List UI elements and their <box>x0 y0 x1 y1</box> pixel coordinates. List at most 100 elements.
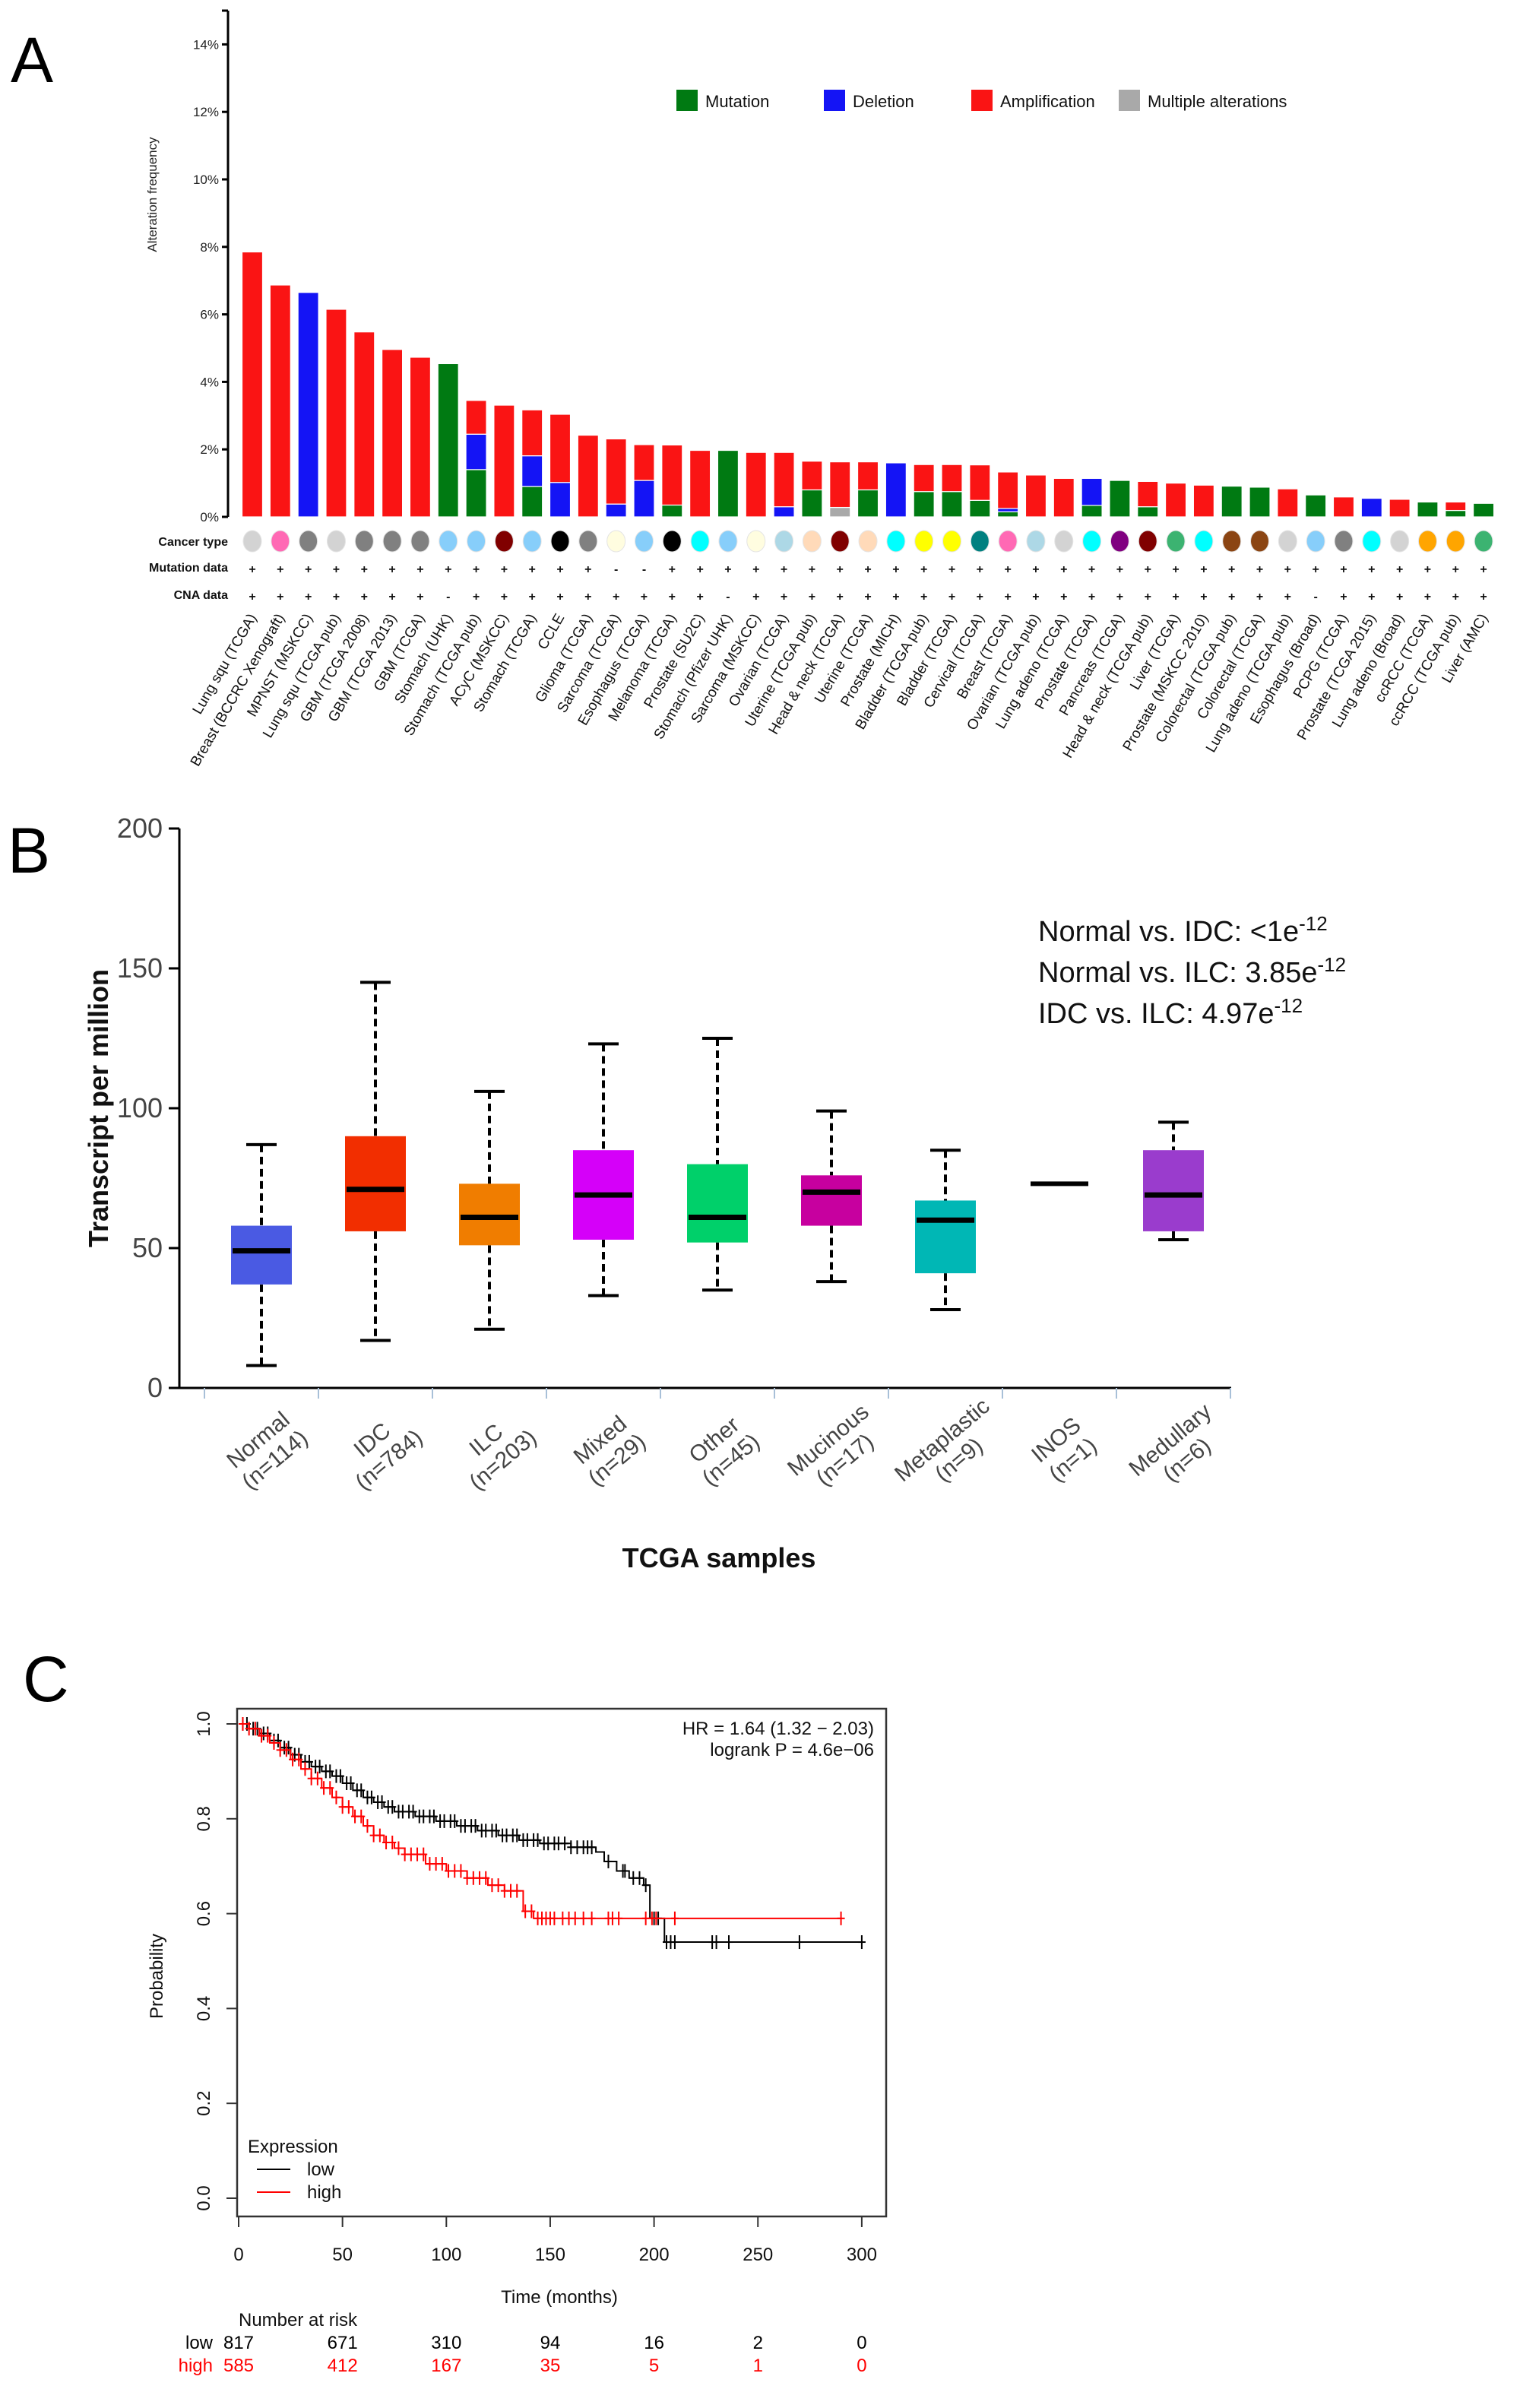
cancer-type-dot <box>634 530 654 553</box>
bar-segment-mutation <box>437 363 459 518</box>
cancer-type-dot <box>522 530 542 553</box>
cna-data-mark: - <box>726 591 730 604</box>
mutation-data-mark: + <box>1060 563 1067 576</box>
mutation-data-mark: + <box>1480 563 1487 576</box>
cna-data-mark: + <box>584 591 591 604</box>
risk-count: 412 <box>328 2356 358 2376</box>
cancer-type-dot <box>299 530 318 553</box>
bar-segment-mutation <box>1305 494 1327 518</box>
survival-curve-chart: Probability Time (months) HR = 1.64 (1.3… <box>147 1707 888 2376</box>
risk-count: 94 <box>540 2333 561 2353</box>
bar-segment-deletion <box>885 462 907 518</box>
x-axis-label: TCGA samples <box>622 1542 816 1573</box>
cna-data-mark: + <box>1145 591 1151 604</box>
cna-data-mark: + <box>416 591 423 604</box>
y-axis-label: Transcript per million <box>83 969 114 1247</box>
x-tick-label: 0 <box>233 2245 243 2265</box>
bar-segment-deletion <box>633 480 655 518</box>
cancer-type-dot <box>354 530 374 553</box>
y-tick-label: 6% <box>200 308 219 322</box>
cancer-type-dot <box>718 530 738 553</box>
mutation-data-mark: + <box>1396 563 1403 576</box>
cancer-type-dot <box>606 530 626 553</box>
x-tick-label: 250 <box>743 2245 773 2265</box>
y-tick-label: 12% <box>193 105 219 119</box>
logrank-p-text: logrank P = 4.6e−06 <box>710 1740 874 1760</box>
bar-segment-mutation <box>521 486 543 518</box>
mutation-data-mark: + <box>1256 563 1263 576</box>
mutation-data-mark: + <box>1424 563 1431 576</box>
cancer-type-dot <box>662 530 682 553</box>
y-tick-label: 100 <box>117 1092 163 1123</box>
legend-swatch <box>971 90 993 111</box>
bar-segment-amplification <box>521 409 543 457</box>
bar-segment-deletion <box>521 455 543 487</box>
cna-data-mark: + <box>641 591 648 604</box>
x-axis-label: Time (months) <box>501 2287 618 2308</box>
risk-count: 167 <box>431 2356 461 2376</box>
p-value-text: IDC vs. ILC: 4.97e <box>1038 998 1274 1030</box>
mutation-data-mark: + <box>388 563 395 576</box>
bar-segment-multiple-alterations <box>829 506 851 518</box>
bar-segment-amplification <box>241 251 264 518</box>
mutation-data-mark: + <box>837 563 844 576</box>
mutation-data-mark: + <box>669 563 676 576</box>
bar-segment-amplification <box>1024 474 1047 518</box>
bar-segment-amplification <box>605 438 627 505</box>
y-tick-label: 10% <box>193 173 219 187</box>
bar-segment-amplification <box>1445 501 1467 512</box>
x-tick-label: 100 <box>431 2245 461 2265</box>
cancer-type-dot <box>1390 530 1410 553</box>
mutation-data-mark: + <box>1228 563 1235 576</box>
cna-data-mark: + <box>1480 591 1487 604</box>
cancer-type-dot <box>886 530 906 553</box>
bar-segment-mutation <box>1109 480 1131 518</box>
mutation-data-mark: + <box>1340 563 1347 576</box>
p-value-annotation: Normal vs. ILC: 3.85e-12 <box>1038 953 1346 989</box>
interquartile-box <box>687 1164 748 1243</box>
bar-segment-mutation <box>1249 486 1271 518</box>
legend-title: Expression <box>248 2137 338 2157</box>
cna-data-mark: + <box>1172 591 1179 604</box>
cna-data-mark: + <box>809 591 815 604</box>
y-tick-label: 150 <box>117 952 163 984</box>
bar-segment-mutation <box>1221 485 1243 518</box>
cna-data-mark: + <box>388 591 395 604</box>
bar-segment-mutation <box>941 491 963 518</box>
cna-data-mark: + <box>696 591 703 604</box>
bar-segment-mutation <box>913 491 935 518</box>
mutation-data-mark: + <box>1312 563 1319 576</box>
cna-data-mark: + <box>977 591 983 604</box>
bar-segment-deletion <box>297 292 319 518</box>
mutation-data-mark: + <box>892 563 899 576</box>
cna-data-mark: + <box>1256 591 1263 604</box>
box-other <box>687 1037 748 1292</box>
p-value-annotation: Normal vs. IDC: <1e-12 <box>1038 912 1328 948</box>
legend-swatch <box>676 90 698 111</box>
cna-data-mark: + <box>249 591 255 604</box>
p-value-text: Normal vs. IDC: <1e <box>1038 916 1299 948</box>
cna-data-mark: + <box>1116 591 1123 604</box>
mutation-data-mark: + <box>445 563 451 576</box>
cna-data-mark: + <box>864 591 871 604</box>
cna-data-mark: + <box>837 591 844 604</box>
mutation-data-mark: + <box>696 563 703 576</box>
x-tick-label: 150 <box>535 2245 565 2265</box>
box-ilc <box>459 1089 520 1331</box>
cna-data-mark: + <box>501 591 508 604</box>
cna-data-mark: + <box>361 591 368 604</box>
bar-segment-amplification <box>689 449 711 518</box>
cancer-type-dot <box>1334 530 1354 553</box>
risk-count: 0 <box>857 2356 866 2376</box>
cna-data-mark: + <box>948 591 955 604</box>
cancer-type-dot <box>242 530 262 553</box>
y-tick-label: 200 <box>117 813 163 844</box>
cna-data-mark: + <box>529 591 536 604</box>
cancer-type-dot <box>1138 530 1157 553</box>
bar-segment-amplification <box>941 464 963 493</box>
cancer-type-dot <box>1250 530 1270 553</box>
mutation-data-mark: - <box>642 563 646 576</box>
cna-data-mark: + <box>1452 591 1459 604</box>
cna-data-mark: + <box>1060 591 1067 604</box>
